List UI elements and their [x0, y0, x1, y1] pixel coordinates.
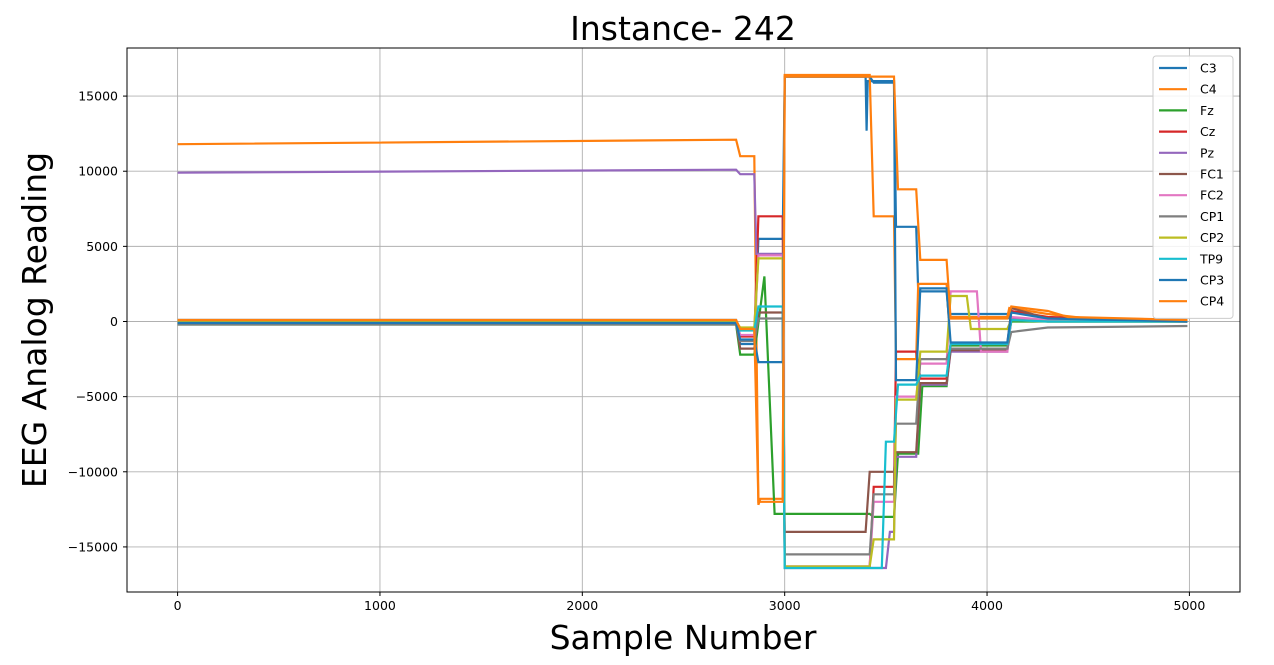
x-tick-label: 0 — [174, 598, 182, 613]
x-axis-title: Sample Number — [550, 618, 817, 657]
legend-label: Cz — [1200, 124, 1216, 139]
legend-frame — [1152, 55, 1234, 319]
x-tick-label: 4000 — [971, 598, 1003, 613]
legend-label: CP3 — [1200, 273, 1224, 288]
y-tick-label: 15000 — [78, 89, 118, 104]
chart-title: Instance- 242 — [570, 9, 796, 48]
legend-label: FC1 — [1200, 167, 1224, 182]
legend-label: CP1 — [1200, 209, 1224, 224]
y-tick-label: 5000 — [86, 239, 118, 254]
y-tick-label: −5000 — [76, 389, 118, 404]
legend-label: C4 — [1200, 82, 1217, 97]
legend-label: Fz — [1200, 103, 1214, 118]
y-tick-label: −10000 — [68, 464, 118, 479]
y-tick-label: 0 — [110, 314, 118, 329]
x-tick-label: 1000 — [364, 598, 396, 613]
y-tick-label: −15000 — [68, 539, 118, 554]
legend-label: CP2 — [1200, 230, 1224, 245]
y-tick-label: 10000 — [78, 164, 118, 179]
legend-label: FC2 — [1200, 188, 1224, 203]
plot-frame — [126, 47, 1241, 593]
y-axis-title: EEG Analog Reading — [15, 152, 54, 488]
legend: C3 C4 Fz Cz Pz FC1 FC2 CP1 CP2 TP9 CP3 CP4 — [1152, 55, 1234, 319]
legend-label: Pz — [1200, 145, 1215, 160]
legend-label: TP9 — [1199, 251, 1223, 266]
x-tick-label: 5000 — [1174, 598, 1206, 613]
x-tick-label: 3000 — [769, 598, 801, 613]
series-line-cp4 — [177, 75, 1188, 503]
legend-label: CP4 — [1200, 294, 1224, 309]
series-layer — [177, 73, 1188, 570]
x-tick-label: 2000 — [566, 598, 598, 613]
axis-ticks: 0 1000 2000 3000 4000 5000 −15000 −10000 −5000 0 5… — [68, 89, 1206, 613]
legend-label: C3 — [1200, 61, 1217, 76]
